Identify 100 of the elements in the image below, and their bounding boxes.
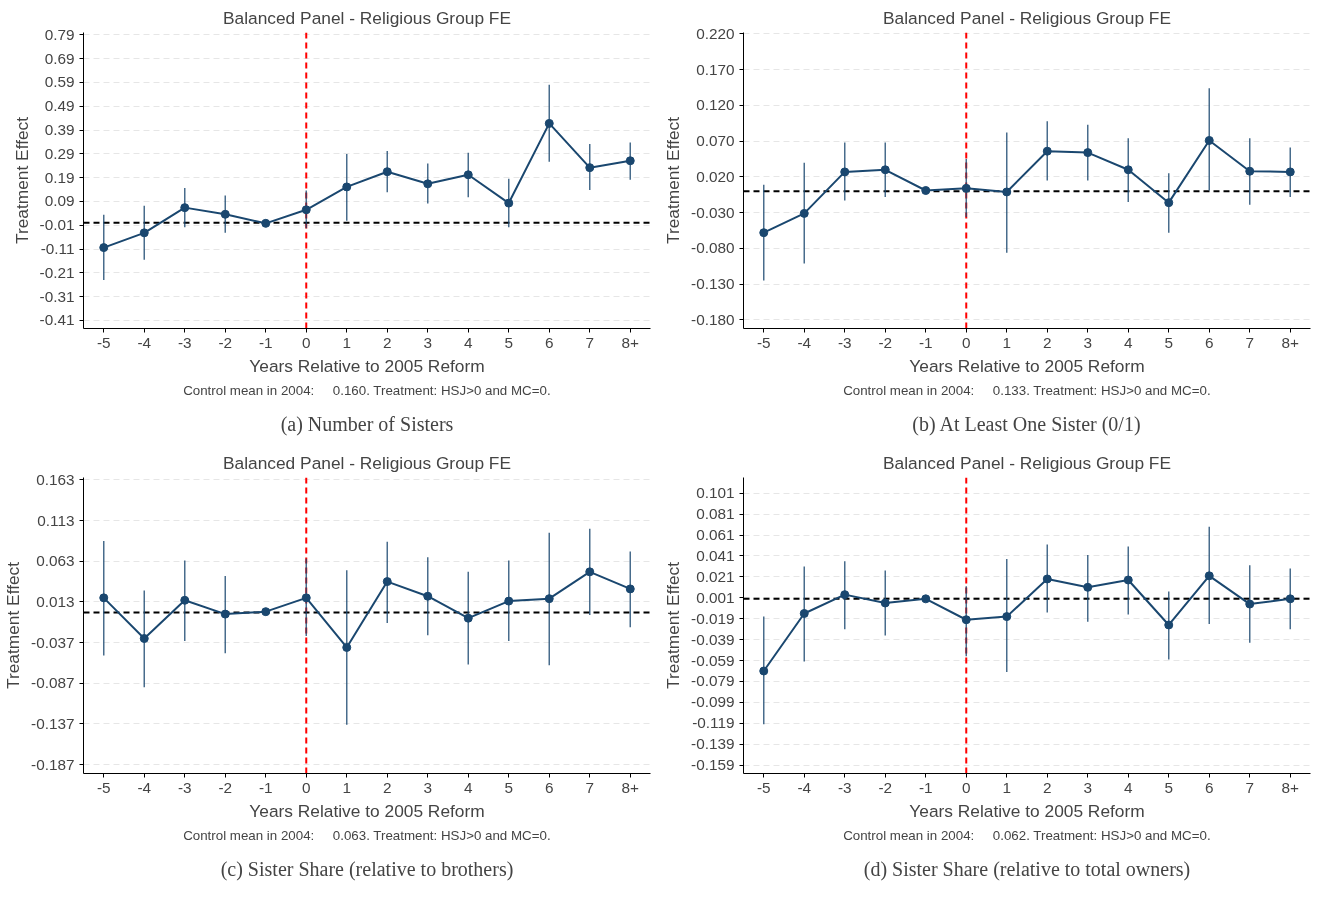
y-tick-label: 0.013 (36, 592, 75, 610)
x-tick-label: -3 (177, 333, 192, 351)
x-tick-label: 3 (1083, 333, 1093, 351)
y-tick-label: -0.079 (691, 672, 735, 690)
x-tick-label: 0 (961, 333, 971, 351)
x-tick-label: -2 (218, 778, 233, 796)
x-tick-label: -5 (756, 333, 771, 351)
x-tick-label: 5 (1164, 778, 1174, 796)
x-tick-label: -4 (797, 778, 812, 796)
y-tick-label: -0.137 (31, 714, 75, 732)
text: (c) Sister Share (relative to brothers) (220, 857, 514, 881)
x-tick-label: 5 (1164, 333, 1174, 351)
y-tick-label: 0.39 (44, 121, 75, 139)
y-tick-label: -0.01 (39, 216, 75, 234)
y-tick-label: 0.220 (696, 24, 735, 42)
y-tick-label: 0.063 (36, 552, 75, 570)
y-axis-title: Treatment Effect (663, 561, 684, 690)
x-tick-label: -4 (797, 333, 812, 351)
text: Control mean in 2004: 0.160. Treatment: HSJ>0 and MC=0. (183, 382, 551, 398)
x-tick-label: 1 (1002, 333, 1012, 351)
x-tick-label: -5 (96, 778, 111, 796)
x-tick-label: -2 (218, 333, 233, 351)
chart-title: Balanced Panel - Religious Group FE (883, 7, 1171, 28)
text: (a) Number of Sisters (280, 412, 454, 436)
chart-title: Balanced Panel - Religious Group FE (223, 7, 511, 28)
x-tick-label: 1 (342, 778, 352, 796)
chart-title: Balanced Panel - Religious Group FE (223, 452, 511, 473)
x-tick-label: 8+ (621, 333, 640, 351)
y-tick-label: -0.21 (39, 263, 75, 281)
x-tick-label: -1 (258, 333, 273, 351)
y-tick-label: 0.09 (44, 192, 75, 210)
y-tick-label: -0.187 (31, 755, 75, 773)
y-tick-label: -0.030 (691, 203, 735, 221)
x-tick-label: 3 (423, 778, 433, 796)
x-tick-label: 7 (1245, 778, 1255, 796)
x-tick-label: 6 (544, 333, 554, 351)
x-tick-label: 8+ (621, 778, 640, 796)
x-axis-title: Years Relative to 2005 Reform (249, 800, 485, 821)
x-tick-label: 7 (585, 333, 595, 351)
x-tick-label: -3 (837, 333, 852, 351)
y-tick-label: -0.159 (691, 756, 735, 774)
x-tick-label: 4 (463, 333, 473, 351)
y-tick-label: -0.11 (40, 240, 75, 258)
x-tick-label: 5 (504, 333, 514, 351)
x-tick-label: -2 (878, 333, 893, 351)
y-axis-title: Treatment Effect (11, 116, 32, 245)
y-axis-title: Treatment Effect (663, 116, 684, 245)
x-tick-label: 5 (504, 778, 514, 796)
y-tick-label: -0.080 (691, 239, 735, 257)
text: (d) Sister Share (relative to total owners) (863, 857, 1191, 881)
y-tick-label: 0.59 (44, 73, 75, 91)
y-tick-label: 0.021 (696, 567, 735, 585)
y-tick-label: -0.059 (691, 651, 735, 669)
y-tick-label: 0.120 (696, 96, 735, 114)
y-tick-label: -0.41 (39, 311, 75, 329)
x-tick-label: 4 (1123, 778, 1133, 796)
x-tick-label: 0 (301, 333, 311, 351)
x-axis-title: Years Relative to 2005 Reform (909, 355, 1145, 376)
x-tick-label: 2 (1042, 333, 1052, 351)
x-tick-label: -4 (137, 333, 152, 351)
x-tick-label: 4 (463, 778, 473, 796)
text: (b) At Least One Sister (0/1) (912, 412, 1141, 436)
x-tick-label: -1 (918, 333, 933, 351)
x-tick-label: -2 (878, 778, 893, 796)
x-tick-label: 6 (1204, 778, 1214, 796)
x-tick-label: 2 (1042, 778, 1052, 796)
x-tick-label: 6 (1204, 333, 1214, 351)
y-axis-title: Treatment Effect (3, 561, 24, 690)
y-tick-label: -0.019 (691, 609, 735, 627)
y-tick-label: 0.081 (696, 505, 735, 523)
x-tick-label: 1 (1002, 778, 1012, 796)
x-tick-label: 6 (544, 778, 554, 796)
text: Control mean in 2004: 0.062. Treatment: HSJ>0 and MC=0. (843, 827, 1211, 843)
x-tick-label: -3 (177, 778, 192, 796)
y-tick-label: -0.087 (31, 674, 75, 692)
y-tick-label: 0.101 (696, 484, 735, 502)
y-tick-label: -0.31 (39, 287, 75, 305)
y-tick-label: 0.041 (696, 546, 735, 564)
x-tick-label: 2 (382, 778, 392, 796)
y-tick-label: 0.061 (696, 526, 735, 544)
x-tick-label: 0 (301, 778, 311, 796)
x-tick-label: 7 (585, 778, 595, 796)
y-tick-label: 0.79 (44, 25, 75, 43)
x-tick-label: 3 (1083, 778, 1093, 796)
x-tick-label: -1 (258, 778, 273, 796)
chart-title: Balanced Panel - Religious Group FE (883, 452, 1171, 473)
x-tick-label: 0 (961, 778, 971, 796)
x-tick-label: -5 (756, 778, 771, 796)
x-tick-label: 8+ (1281, 778, 1300, 796)
text: Control mean in 2004: 0.133. Treatment: HSJ>0 and MC=0. (843, 382, 1211, 398)
y-tick-label: -0.119 (692, 714, 735, 732)
y-tick-label: 0.49 (44, 97, 75, 115)
y-tick-label: -0.099 (691, 693, 735, 711)
x-axis-title: Years Relative to 2005 Reform (249, 355, 485, 376)
y-tick-label: 0.001 (696, 588, 735, 606)
y-tick-label: 0.19 (44, 168, 75, 186)
y-tick-label: 0.170 (696, 60, 735, 78)
x-tick-label: -3 (837, 778, 852, 796)
x-tick-label: -1 (918, 778, 933, 796)
x-tick-label: 4 (1123, 333, 1133, 351)
